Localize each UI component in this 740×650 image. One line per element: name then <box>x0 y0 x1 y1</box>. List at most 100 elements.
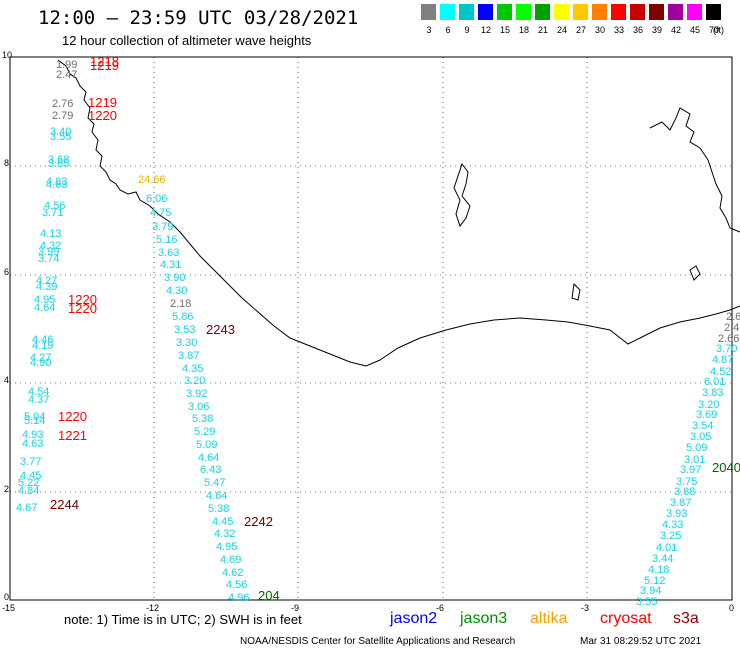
wave-height-label: 4.31 <box>160 259 182 271</box>
wave-height-label: 4.64 <box>206 490 228 502</box>
wave-height-label: 5.22 <box>18 477 40 489</box>
scale-swatch <box>535 4 550 20</box>
wave-height-label: 4.46 <box>32 334 54 346</box>
x-tick-label: -3 <box>581 603 590 613</box>
wave-height-label: 1.99 <box>56 59 78 71</box>
wave-height-label: 4.84 <box>18 485 40 497</box>
wave-height-label: 3.87 <box>178 350 200 362</box>
scale-label: 39 <box>651 25 662 35</box>
pass-time-label: 1220 <box>68 292 97 307</box>
timestamp: Mar 31 08:29:52 UTC 2021 <box>580 636 702 647</box>
scale-swatch <box>459 4 474 20</box>
wave-height-label: 4.35 <box>182 363 204 375</box>
wave-height-label: 4.96 <box>228 592 250 604</box>
scale-swatch <box>478 4 493 20</box>
page-subtitle: 12 hour collection of altimeter wave hei… <box>62 33 312 48</box>
scale-label: 18 <box>518 25 529 35</box>
scale-swatch <box>497 4 512 20</box>
legend-jason3: jason3 <box>460 610 508 627</box>
wave-height-label: 2.6 <box>726 311 740 323</box>
island-c <box>689 265 701 281</box>
page-title: 12:00 – 23:59 UTC 03/28/2021 <box>38 7 359 29</box>
scale-swatch <box>630 4 645 20</box>
wave-height-label: 6.43 <box>200 464 222 476</box>
wave-height-label: 4.45 <box>20 470 42 482</box>
wave-height-label: 5.29 <box>194 426 216 438</box>
wave-height-label: 2.76 <box>52 98 74 110</box>
x-tick-label: -6 <box>436 603 445 613</box>
wave-height-label: 3.01 <box>684 454 706 466</box>
wave-height-label: 4.54 <box>28 386 50 398</box>
scale-label: 36 <box>632 25 643 35</box>
wave-height-label: 4.39 <box>36 281 58 293</box>
pass-time-label: 204 <box>258 588 280 603</box>
pass-time-label: 2244 <box>50 497 79 512</box>
wave-height-label: 4.63 <box>46 179 68 191</box>
scale-label: 12 <box>480 25 491 35</box>
wave-height-label: 3.83 <box>702 387 724 399</box>
plot-frame <box>9 56 733 601</box>
wave-height-label: 4.67 <box>16 502 38 514</box>
wave-height-label: 4.19 <box>32 340 54 352</box>
wave-height-label: 2.18 <box>170 298 192 310</box>
legend-jason2: jason2 <box>390 610 438 627</box>
wave-height-label: 5.09 <box>686 442 708 454</box>
scale-label: 27 <box>575 25 586 35</box>
pass-time-label: 2040 <box>712 460 740 475</box>
wave-height-label: 2.79 <box>52 110 74 122</box>
wave-height-label: 5.04 <box>24 411 46 423</box>
island-b <box>571 282 581 301</box>
wave-height-label: 4.32 <box>40 240 62 252</box>
wave-height-label: 2.47 <box>56 69 78 81</box>
wave-height-label: 4.62 <box>222 567 244 579</box>
wave-height-label: 3.05 <box>690 431 712 443</box>
wave-height-label: 4.56 <box>226 579 248 591</box>
pass-time-label: 2242 <box>244 514 273 529</box>
wave-height-label: 3.71 <box>42 207 64 219</box>
wave-height-label: 4.75 <box>150 207 172 219</box>
wave-height-label: 3.94 <box>640 585 662 597</box>
scale-label: 21 <box>537 25 548 35</box>
pass-time-label: 1218 <box>90 54 119 69</box>
pass-time-label: 1220 <box>68 301 97 316</box>
wave-height-label: 4.64 <box>198 452 220 464</box>
wave-height-label: 4.83 <box>46 176 68 188</box>
wave-height-label: 3.55 <box>50 131 72 143</box>
scale-swatch <box>611 4 626 20</box>
y-tick-label: 4 <box>4 375 10 385</box>
wave-height-label: 5.47 <box>204 477 226 489</box>
scale-swatch <box>592 4 607 20</box>
legend-altika: altika <box>530 610 568 627</box>
wave-height-label: 5.38 <box>208 503 230 515</box>
wave-height-label: 4.64 <box>34 302 56 314</box>
wave-height-label: 3.40 <box>50 126 72 138</box>
wave-height-label: 3.90 <box>164 272 186 284</box>
wave-height-label: 6.06 <box>146 193 168 205</box>
legend-s3a: s3a <box>673 610 699 627</box>
y-tick-label: 2 <box>4 484 10 494</box>
wave-height-label: 4.69 <box>220 554 242 566</box>
wave-height-label: 4.52 <box>710 366 732 378</box>
x-tick-label: 0 <box>729 603 735 613</box>
pass-time-label: 1221 <box>58 428 87 443</box>
wave-height-label: 4.01 <box>656 542 678 554</box>
scale-swatch <box>573 4 588 20</box>
wave-height-label: 3.53 <box>174 324 196 336</box>
wave-height-label: 3.79 <box>152 221 174 233</box>
x-tick-label: -12 <box>146 603 160 613</box>
scale-label: 15 <box>499 25 510 35</box>
wave-height-label: 2.66 <box>718 333 740 345</box>
wave-height-label: 4.18 <box>648 564 670 576</box>
wave-height-label: 3.65 <box>48 158 70 170</box>
wave-height-label: 3.69 <box>696 409 718 421</box>
y-tick-label: 0 <box>4 592 10 602</box>
wave-height-label: 5.38 <box>192 413 214 425</box>
pass-time-label: 1220 <box>58 409 87 424</box>
wave-height-label: 3.20 <box>698 399 720 411</box>
pass-time-label: 1220 <box>88 108 117 123</box>
pass-time-label: 1219 <box>90 58 119 73</box>
scale-label: 42 <box>670 25 681 35</box>
wave-height-label: 4.27 <box>30 352 52 364</box>
scale-swatch <box>516 4 531 20</box>
